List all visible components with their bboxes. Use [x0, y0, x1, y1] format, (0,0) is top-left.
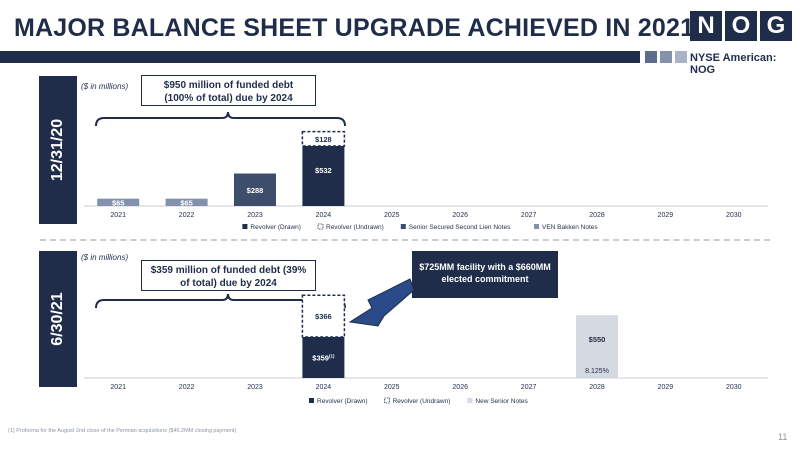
bar	[302, 146, 345, 206]
bar	[97, 198, 140, 206]
legend-label: Senior Secured Second Lien Notes	[409, 224, 511, 231]
x-tick-label: 2024	[316, 384, 332, 391]
bar-data-label-sup: (1)	[329, 354, 335, 359]
bar-data-label: $65	[180, 198, 193, 207]
bar-data-label: $532	[315, 166, 332, 175]
bar	[302, 337, 345, 378]
x-tick-label: 2030	[726, 384, 742, 391]
chart-12-31-20: 2021 2022 2023 2024 2025 2026 2027 2028 2029 2030…	[84, 130, 768, 231]
debt-callout-1: $950 million of funded debt (100% of tot…	[141, 75, 316, 106]
legend-label: Revolver (Drawn)	[250, 224, 301, 231]
bar-sub-label: 8.125%	[585, 368, 609, 375]
x-tick-label: 2027	[521, 212, 537, 219]
x-tick-label: 2028	[589, 384, 605, 391]
x-tick-label: 2027	[521, 384, 537, 391]
x-tick-label: 2028	[589, 212, 605, 219]
bar-data-label: $359(1)	[312, 354, 335, 363]
x-tick-label: 2021	[110, 212, 126, 219]
x-tick-label: 2023	[247, 384, 263, 391]
x-tick-label: 2029	[658, 212, 674, 219]
accent-square	[645, 51, 657, 63]
debt-callout-2: $359 million of funded debt (39% of tota…	[141, 260, 316, 291]
bar-data-label: $288	[247, 186, 264, 195]
panel-separator	[40, 239, 770, 241]
legend-swatch	[400, 224, 406, 229]
footnote: (1) Proforma for the August 2nd close of…	[8, 428, 237, 434]
x-tick-label: 2026	[452, 212, 468, 219]
bar	[301, 130, 346, 147]
x-tick-label: 2021	[110, 384, 126, 391]
accent-square	[675, 51, 687, 63]
bar	[234, 173, 276, 206]
x-tick-label: 2030	[726, 212, 742, 219]
legend-label: VEN Bakken Notes	[542, 224, 598, 231]
legend-label: New Senior Notes	[475, 398, 528, 405]
bar-data-label: $366	[315, 312, 332, 321]
logo-letter: G	[760, 11, 792, 41]
accent-square	[660, 51, 672, 63]
x-tick-label: 2023	[247, 212, 263, 219]
panel-side-bar-1	[39, 76, 77, 224]
x-tick-label: 2024	[316, 212, 332, 219]
bar	[301, 294, 346, 338]
units-label-1: ($ in millions)	[81, 82, 129, 91]
x-tick-label: 2025	[384, 212, 400, 219]
bar-data-label: $128	[315, 135, 332, 144]
brace	[95, 111, 346, 127]
bar	[165, 198, 208, 206]
bar-data-label: $65	[112, 198, 125, 207]
panel-side-bar-2	[39, 251, 77, 387]
logo-letter: N	[690, 11, 722, 41]
page-number: 11	[778, 432, 788, 442]
legend-swatch	[317, 223, 324, 230]
bar-data-label: $550	[589, 335, 606, 344]
x-tick-label: 2026	[452, 384, 468, 391]
x-tick-label: 2029	[658, 384, 674, 391]
bar	[576, 315, 618, 378]
logo-letter: O	[725, 11, 757, 41]
page-title: MAJOR BALANCE SHEET UPGRADE ACHIEVED IN …	[14, 14, 695, 42]
legend-swatch	[534, 224, 539, 229]
legend-swatch	[242, 224, 248, 229]
chart-6-30-21: 2021 2022 2023 2024 2025 2026 2027 2028 2029 2030…	[84, 294, 768, 405]
x-tick-label: 2025	[384, 384, 400, 391]
legend-label: Revolver (Undrawn)	[326, 224, 384, 231]
legend-label: Revolver (Drawn)	[317, 398, 368, 405]
facility-callout: $725MM facility with a $660MM elected co…	[412, 251, 558, 298]
units-label-2: ($ in millions)	[81, 253, 129, 262]
legend-swatch	[309, 398, 314, 403]
header-bar	[0, 51, 640, 63]
x-tick-label: 2022	[179, 212, 195, 219]
exchange-label: NYSE American: NOG	[690, 52, 777, 76]
legend-swatch	[384, 397, 391, 404]
nog-logo: N O G	[690, 11, 792, 41]
x-tick-label: 2022	[179, 384, 195, 391]
legend-label: Revolver (Undrawn)	[393, 398, 451, 405]
legend-swatch	[467, 398, 473, 403]
arrow-icon	[348, 278, 415, 327]
